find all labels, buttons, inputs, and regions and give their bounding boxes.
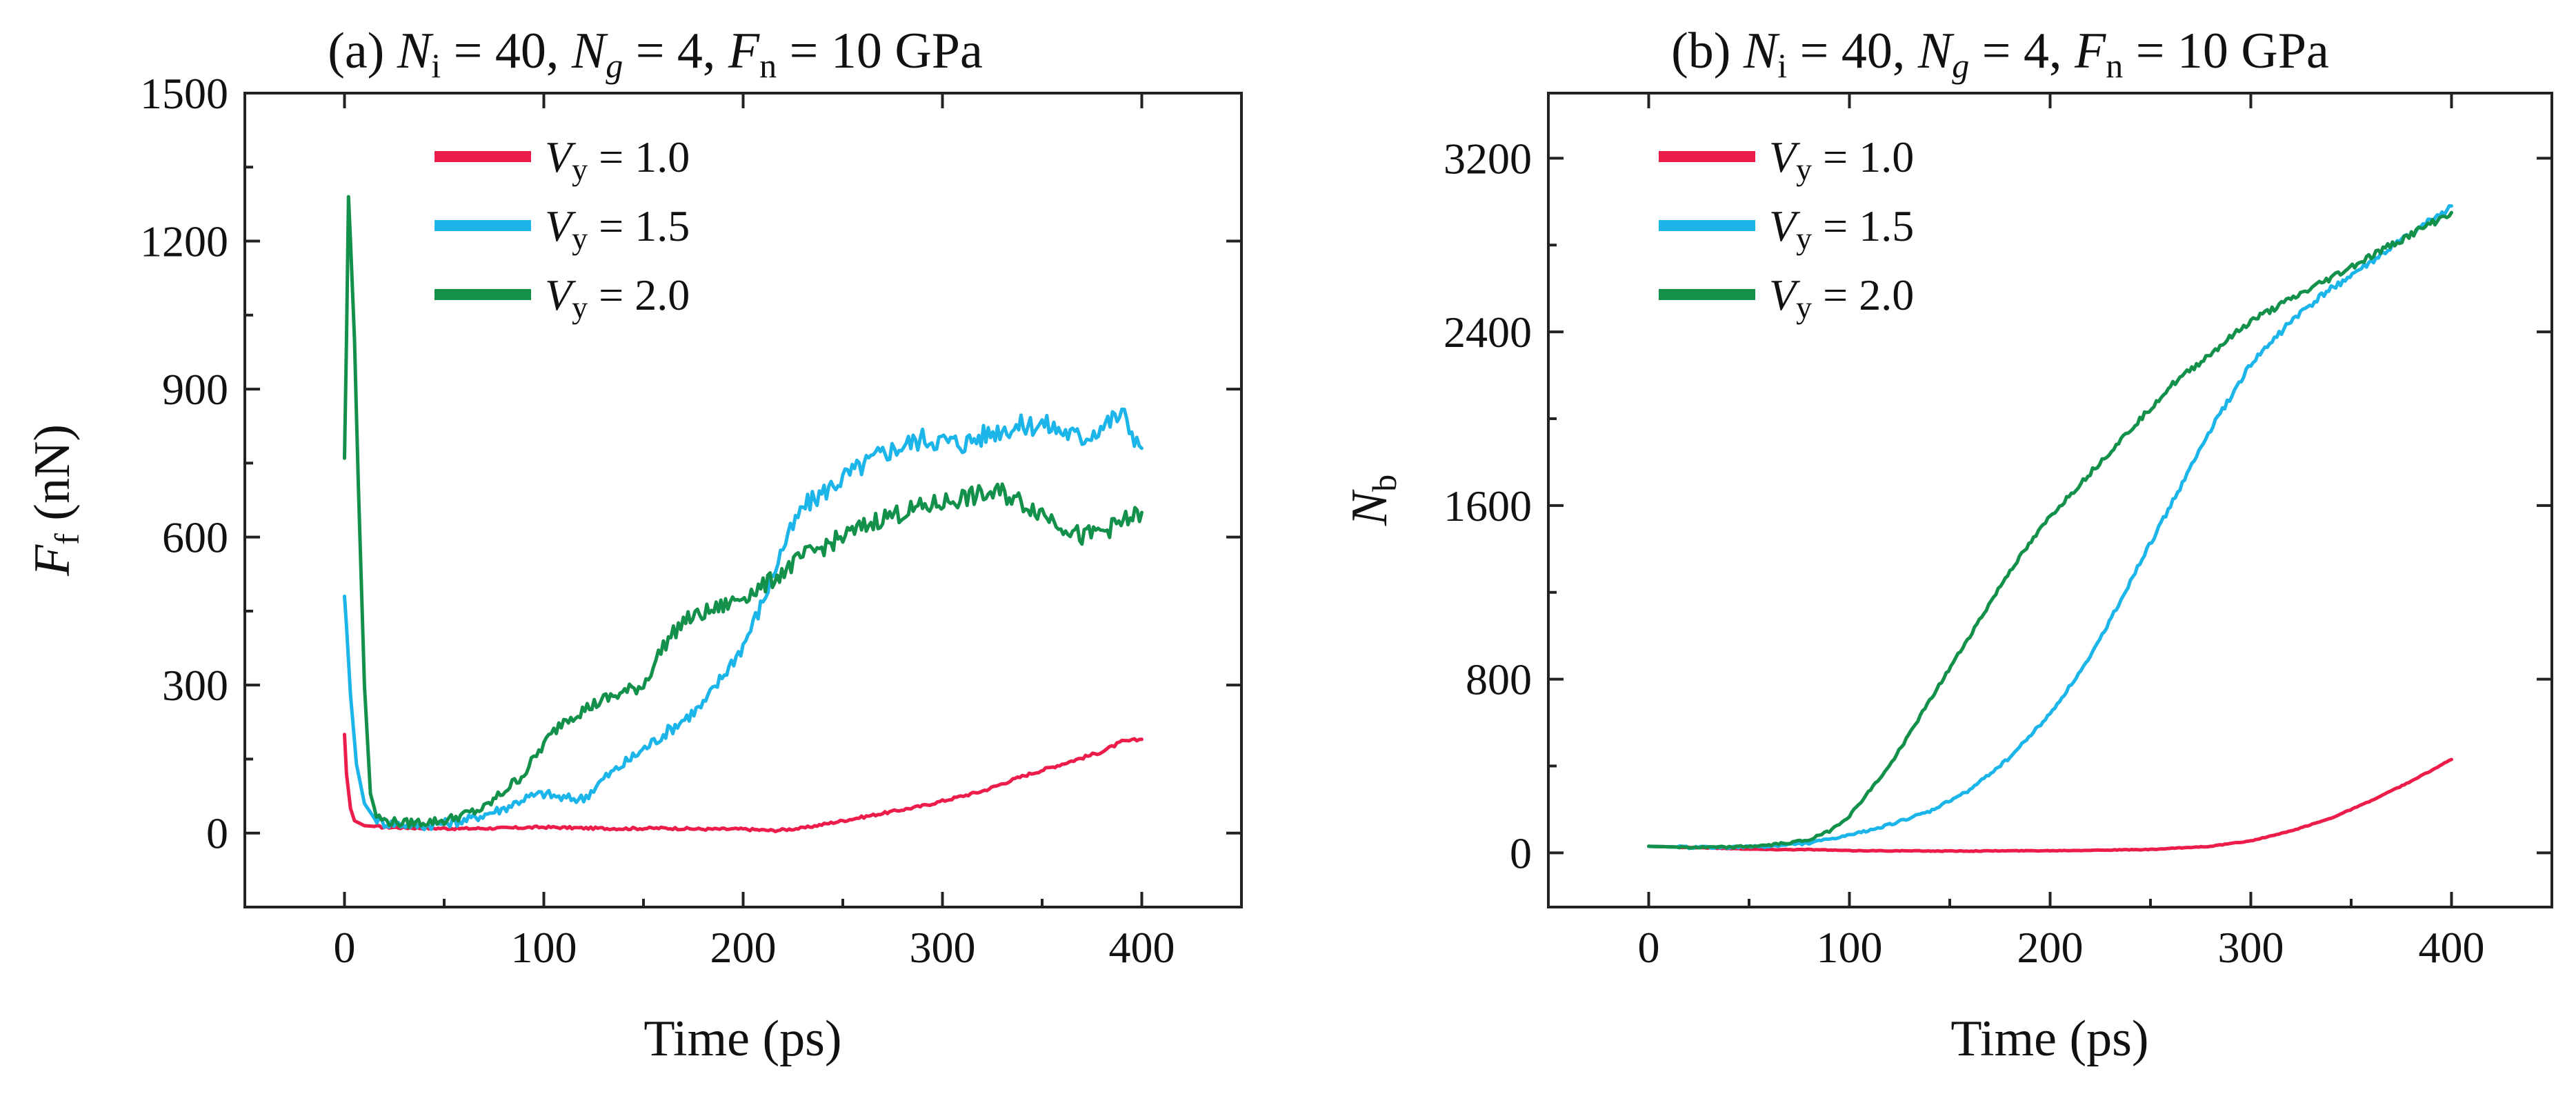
y-tick-label: 1200 [140, 217, 228, 266]
legend-label-vy-1-0: Vy = 1.0 [1769, 132, 1914, 187]
x-tick-label: 100 [1817, 923, 1883, 972]
y-tick-label: 900 [162, 365, 228, 414]
x-tick-label: 300 [910, 923, 976, 972]
y-tick-label: 2400 [1444, 308, 1532, 357]
panel-b-y-ticks: 0 800 1600 2400 3200 [1444, 134, 2552, 877]
panel-b-x-axis-title: Time (ps) [1950, 1011, 2148, 1067]
legend-label-vy-2-0: Vy = 2.0 [545, 270, 690, 325]
y-tick-label: 3200 [1444, 134, 1532, 183]
panel-a-x-ticks: 0 100 200 300 400 [334, 93, 1175, 972]
panel-b-x-ticks: 0 100 200 300 400 [1638, 93, 2485, 972]
panel-a-y-ticks: 0 300 600 900 1200 1500 [140, 69, 1241, 858]
x-tick-label: 400 [1109, 923, 1175, 972]
legend-label-vy-2-0: Vy = 2.0 [1769, 270, 1914, 325]
panel-b-y-axis-title: Nb [1341, 475, 1404, 526]
panel-b-series [1647, 204, 2453, 853]
x-tick-label: 0 [334, 923, 356, 972]
panel-a-series [343, 195, 1144, 834]
y-tick-label: 300 [162, 661, 228, 710]
panel-b-title: (b) Ni = 40, Ng = 4, Fn = 10 GPa [1671, 23, 2329, 85]
panel-b: (b) Ni = 40, Ng = 4, Fn = 10 GPa 0 100 200… [1341, 23, 2553, 1067]
y-tick-label: 800 [1466, 655, 1532, 704]
series-line-vy-2-0 [343, 195, 1144, 829]
y-tick-label: 1500 [140, 69, 228, 118]
panel-a-x-axis-title: Time (ps) [643, 1011, 841, 1067]
series-line-vy-2-0 [1647, 210, 2453, 850]
legend-label-vy-1-0: Vy = 1.0 [545, 132, 690, 187]
panel-b-legend: Vy = 1.0 Vy = 1.5 Vy = 2.0 [1659, 132, 1914, 325]
x-tick-label: 0 [1638, 923, 1660, 972]
panel-a-y-axis-title: Ff (nN) [24, 424, 86, 577]
y-tick-label: 1600 [1444, 481, 1532, 530]
panel-a: (a) Ni = 40, Ng = 4, Fn = 10 GPa 0 100 200… [24, 23, 1243, 1067]
series-line-vy-1-0 [343, 733, 1144, 834]
x-tick-label: 200 [2017, 923, 2084, 972]
series-line-vy-1-5 [1647, 204, 2453, 851]
y-tick-label: 0 [206, 809, 228, 858]
x-tick-label: 100 [511, 923, 577, 972]
x-tick-label: 300 [2218, 923, 2284, 972]
panel-a-title: (a) Ni = 40, Ng = 4, Fn = 10 GPa [328, 23, 983, 85]
panel-a-legend: Vy = 1.0 Vy = 1.5 Vy = 2.0 [435, 132, 690, 325]
series-line-vy-1-0 [1647, 757, 2453, 853]
x-tick-label: 400 [2419, 923, 2485, 972]
legend-label-vy-1-5: Vy = 1.5 [1769, 201, 1914, 256]
panel-a-frame [243, 92, 1243, 908]
legend-label-vy-1-5: Vy = 1.5 [545, 201, 690, 256]
x-tick-label: 200 [710, 923, 777, 972]
y-tick-label: 600 [162, 513, 228, 562]
y-tick-label: 0 [1510, 828, 1532, 877]
series-line-vy-1-5 [343, 407, 1144, 832]
